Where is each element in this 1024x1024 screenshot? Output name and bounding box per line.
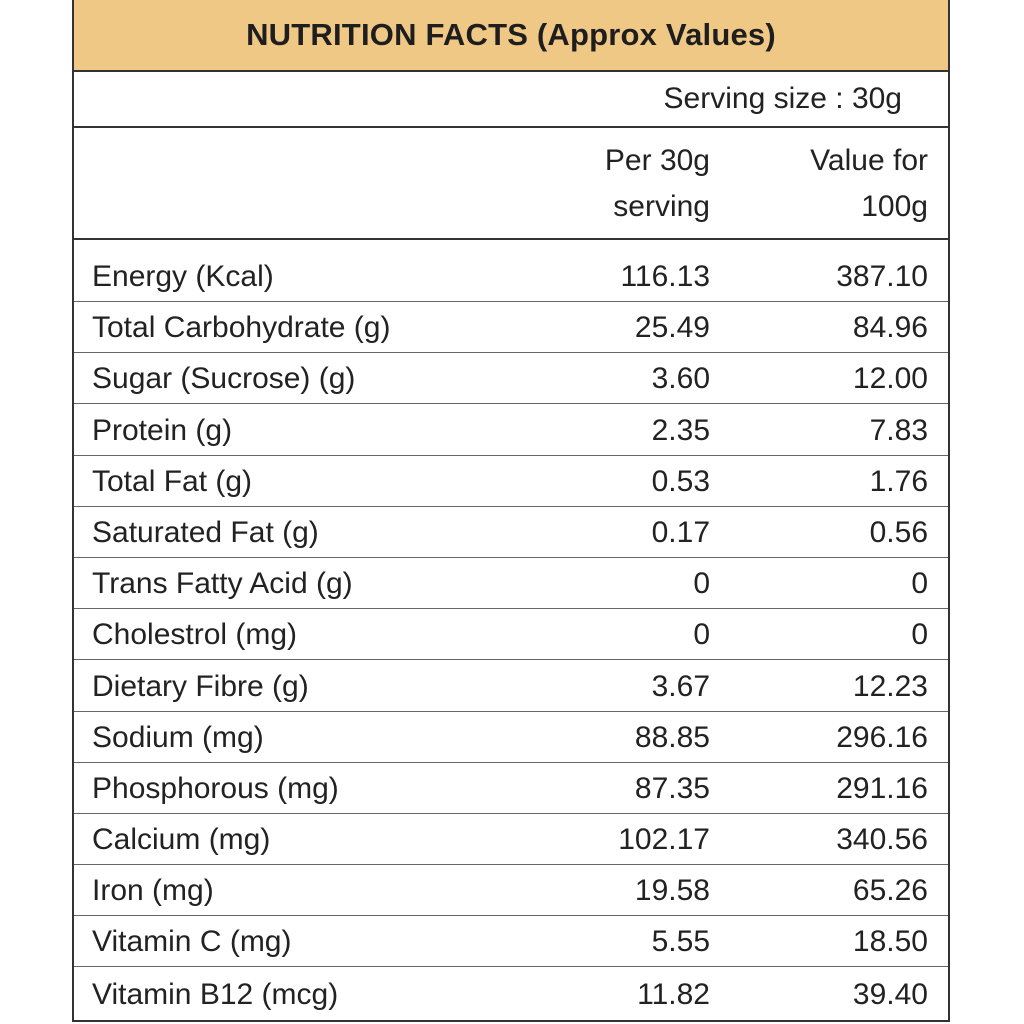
title-bar: NUTRITION FACTS (Approx Values): [74, 0, 948, 72]
per-100g-value: 0: [911, 618, 928, 652]
per-serving-value: 88.85: [634, 720, 710, 754]
serving-size-row: Serving size : 30g: [74, 72, 948, 128]
table-row: Trans Fatty Acid (g) 0 0: [74, 558, 948, 610]
nutrient-name: Protein (g): [92, 413, 233, 447]
table-row: Vitamin B12 (mcg) 11.82 39.40: [74, 967, 948, 1018]
table-row: Total Carbohydrate (g) 25.49 84.96: [74, 302, 948, 354]
per-100g-value: 0: [911, 567, 928, 601]
nutrient-name: Vitamin B12 (mcg): [92, 977, 339, 1011]
per-serving-value: 19.58: [634, 874, 710, 908]
per-serving-value: 116.13: [620, 260, 710, 293]
table-row: Protein (g) 2.35 7.83: [74, 404, 948, 456]
per-serving-value: 0: [693, 567, 710, 601]
table-row: Phosphorous (mg) 87.35 291.16: [74, 763, 948, 814]
per-100g-value: 12.23: [852, 669, 928, 703]
column-header-row: Per 30g serving Value for 100g: [74, 128, 948, 240]
per-serving-value: 25.49: [634, 311, 710, 345]
nutrient-name: Saturated Fat (g): [92, 515, 319, 549]
per-100g-value: 65.26: [852, 874, 928, 908]
table-row: Iron (mg) 19.58 65.26: [74, 865, 948, 917]
nutrient-name: Dietary Fibre (g): [92, 669, 309, 703]
nutrient-name: Trans Fatty Acid (g): [92, 567, 353, 601]
nutrient-name: Iron (mg): [92, 874, 214, 908]
table-row: Vitamin C (mg) 5.55 18.50: [74, 916, 948, 968]
nutrient-name: Sugar (Sucrose) (g): [92, 362, 356, 396]
per-serving-header-line1: Per 30g: [604, 144, 710, 177]
nutrient-name: Calcium (mg): [92, 823, 271, 857]
table-row: Calcium (mg) 102.17 340.56: [74, 814, 948, 866]
table-row: Dietary Fibre (g) 3.67 12.23: [74, 660, 948, 712]
per-100g-value: 1.76: [869, 464, 928, 498]
per-serving-value: 3.67: [651, 669, 710, 703]
per-serving-column-header: Per 30g serving: [605, 138, 710, 230]
per-100g-header-line1: Value for: [810, 144, 928, 177]
nutrient-name: Vitamin C (mg): [92, 925, 292, 959]
table-row: Saturated Fat (g) 0.17 0.56: [74, 507, 948, 558]
table-row: Energy (Kcal) 116.13 387.10: [74, 248, 948, 302]
per-100g-value: 84.96: [852, 311, 928, 345]
nutrition-title: NUTRITION FACTS (Approx Values): [246, 17, 776, 52]
per-serving-value: 102.17: [618, 823, 710, 857]
nutrient-name: Energy (Kcal): [92, 260, 274, 293]
per-serving-value: 0.17: [651, 515, 710, 549]
per-100g-value: 340.56: [836, 823, 928, 857]
per-100g-value: 39.40: [852, 977, 928, 1011]
per-serving-value: 5.55: [651, 925, 710, 959]
nutrient-name: Sodium (mg): [92, 720, 264, 754]
per-100g-value: 387.10: [836, 260, 928, 293]
nutrient-name: Total Carbohydrate (g): [92, 311, 391, 345]
per-100g-value: 0.56: [869, 515, 928, 549]
nutrient-name: Cholestrol (mg): [92, 618, 298, 652]
per-serving-value: 11.82: [637, 977, 710, 1011]
table-row: Sodium (mg) 88.85 296.16: [74, 712, 948, 763]
table-row: Total Fat (g) 0.53 1.76: [74, 456, 948, 507]
per-100g-header-line2: 100g: [861, 190, 928, 223]
per-100g-value: 291.16: [836, 771, 928, 805]
table-row: Sugar (Sucrose) (g) 3.60 12.00: [74, 353, 948, 405]
per-100g-value: 296.16: [836, 720, 928, 754]
per-serving-value: 0: [693, 618, 710, 652]
nutrition-facts-panel: NUTRITION FACTS (Approx Values) Serving …: [72, 0, 950, 1022]
per-serving-value: 87.35: [634, 771, 710, 805]
per-100g-value: 7.83: [869, 413, 928, 447]
per-serving-value: 0.53: [651, 464, 710, 498]
per-100g-value: 18.50: [852, 925, 928, 959]
table-row: Cholestrol (mg) 0 0: [74, 609, 948, 661]
per-serving-value: 2.35: [651, 413, 710, 447]
nutrient-name: Total Fat (g): [92, 464, 253, 498]
serving-size-label: Serving size : 30g: [663, 82, 902, 115]
per-serving-header-line2: serving: [613, 190, 710, 223]
per-100g-column-header: Value for 100g: [810, 138, 928, 230]
nutrient-name: Phosphorous (mg): [92, 771, 339, 805]
per-serving-value: 3.60: [651, 362, 710, 396]
nutrient-rows: Energy (Kcal) 116.13 387.10 Total Carboh…: [74, 248, 948, 1019]
per-100g-value: 12.00: [852, 362, 928, 396]
